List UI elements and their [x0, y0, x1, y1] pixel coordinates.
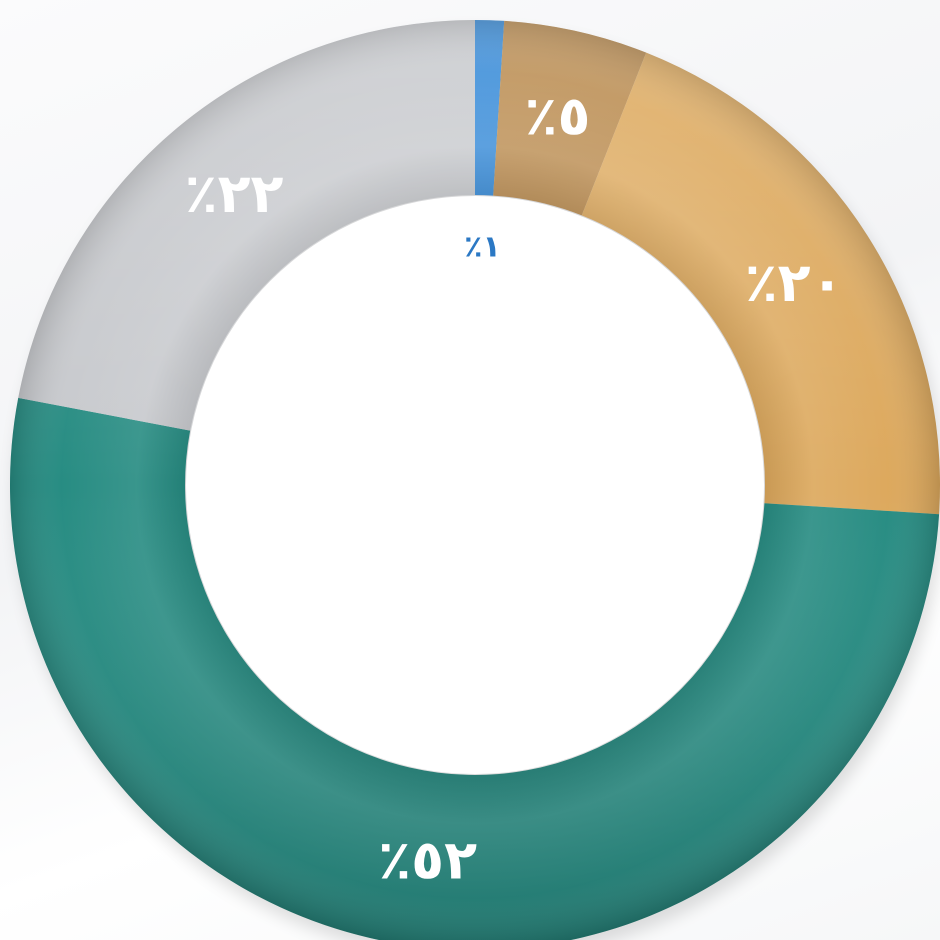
- slice-label-3: ٪٥٢: [378, 829, 477, 892]
- slice-label-2: ٪٢٠: [745, 251, 844, 314]
- slice-label-4: ٪٢٢: [185, 162, 284, 225]
- ring-light-overlay: [10, 20, 940, 940]
- slice-label-0: ٪١: [464, 230, 501, 265]
- donut-hole: [186, 196, 764, 774]
- slice-label-1: ٪٥: [524, 85, 590, 148]
